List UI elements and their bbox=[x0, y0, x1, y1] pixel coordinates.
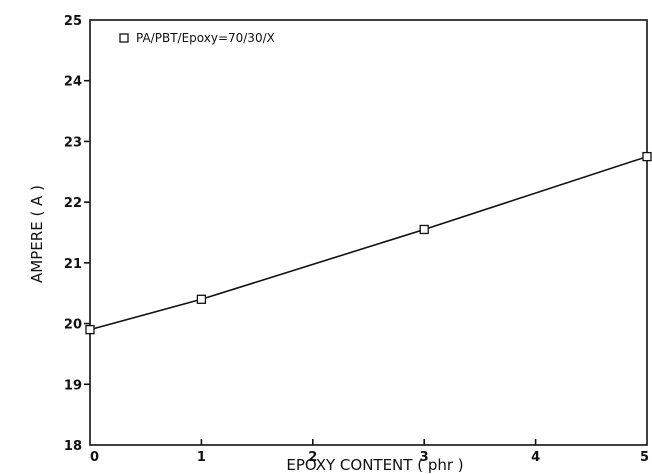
data-point-square bbox=[642, 151, 652, 162]
y-tick-label: 25 bbox=[64, 14, 82, 29]
data-point-square bbox=[85, 324, 95, 335]
x-tick-label: 4 bbox=[531, 450, 540, 465]
y-tick-label: 18 bbox=[64, 439, 82, 454]
x-tick-label: 2 bbox=[308, 450, 317, 465]
y-tick-label: 23 bbox=[64, 135, 82, 150]
y-axis-title: AMPERE ( A ) bbox=[28, 185, 46, 283]
series-line bbox=[89, 155, 648, 331]
data-point-square bbox=[419, 224, 429, 235]
plot-frame bbox=[89, 19, 648, 446]
y-tick-label: 24 bbox=[64, 75, 82, 90]
legend-label: PA/PBT/Epoxy=70/30/X bbox=[136, 31, 275, 45]
x-axis-title: EPOXY CONTENT ( phr ) bbox=[286, 456, 463, 474]
x-tick-label: 0 bbox=[90, 450, 99, 465]
x-tick-label: 1 bbox=[197, 450, 206, 465]
axis-ticks bbox=[84, 79, 537, 445]
y-tick-label: 22 bbox=[64, 196, 82, 211]
y-tick-label: 20 bbox=[64, 318, 82, 333]
y-tick-label: 19 bbox=[64, 378, 82, 393]
plot-border bbox=[89, 19, 648, 446]
x-tick-label: 3 bbox=[420, 450, 429, 465]
y-tick-label: 21 bbox=[64, 257, 82, 272]
series bbox=[85, 151, 652, 335]
data-point-square bbox=[196, 294, 207, 304]
legend-marker-square bbox=[119, 33, 129, 43]
x-tick-label: 5 bbox=[640, 450, 649, 465]
legend: PA/PBT/Epoxy=70/30/X bbox=[119, 31, 275, 45]
